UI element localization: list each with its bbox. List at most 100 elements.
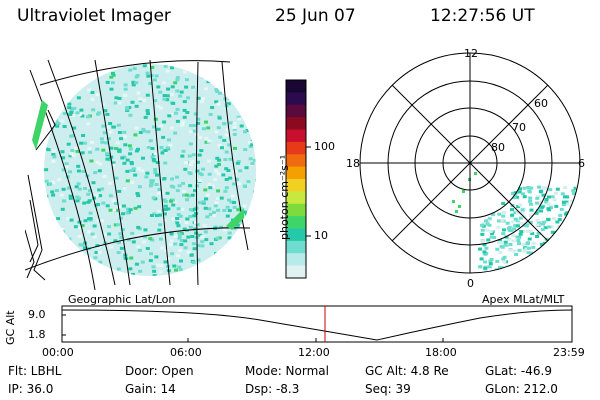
- emission-pixel: [175, 107, 180, 111]
- emission-pixel: [231, 252, 236, 256]
- emission-pixel: [236, 75, 240, 79]
- polar-emission-pixel: [501, 214, 506, 218]
- polar-emission-pixel: [572, 253, 577, 256]
- emission-pixel: [145, 247, 150, 250]
- emission-pixel: [136, 91, 141, 95]
- colorbar-segment: [286, 104, 306, 118]
- emission-pixel: [239, 232, 244, 236]
- emission-pixel: [204, 120, 208, 124]
- polar-emission-pixel: [544, 200, 549, 204]
- emission-pixel: [73, 225, 78, 229]
- emission-pixel: [165, 98, 170, 102]
- emission-pixel: [142, 98, 146, 102]
- emission-pixel: [251, 107, 256, 110]
- emission-pixel: [131, 80, 136, 84]
- polar-emission-pixel: [512, 249, 517, 253]
- polar-emission-pixel: [539, 200, 544, 204]
- emission-pixel: [251, 87, 256, 91]
- polar-emission-pixel: [536, 255, 541, 259]
- emission-pixel: [62, 199, 67, 203]
- polar-emission-pixel: [551, 268, 556, 272]
- polar-emission-pixel: [577, 201, 580, 205]
- emission-pixel: [137, 205, 142, 209]
- polar-emission-pixel: [513, 211, 518, 215]
- polar-emission-spot: [462, 190, 465, 193]
- polar-emission-pixel: [535, 264, 540, 267]
- polar-emission-pixel: [514, 253, 519, 256]
- emission-pixel: [67, 258, 72, 262]
- emission-pixel: [65, 164, 70, 168]
- emission-pixel: [95, 93, 100, 97]
- polar-emission-pixel: [533, 265, 538, 269]
- polar-emission-pixel: [556, 271, 561, 273]
- emission-pixel: [90, 91, 95, 94]
- emission-pixel: [69, 78, 74, 82]
- polar-emission-pixel: [515, 235, 520, 239]
- emission-pixel: [128, 152, 133, 156]
- emission-pixel: [116, 223, 121, 227]
- emission-pixel: [252, 135, 256, 138]
- emission-pixel: [65, 217, 70, 221]
- xtick-label-1800: 18:00: [425, 346, 457, 359]
- polar-emission-pixel: [531, 242, 536, 245]
- emission-pixel: [80, 151, 85, 155]
- polar-emission-pixel: [487, 217, 492, 221]
- emission-pixel: [234, 100, 239, 104]
- emission-pixel: [224, 186, 229, 190]
- emission-pixel: [68, 112, 73, 116]
- emission-pixel: [214, 164, 219, 168]
- emission-pixel: [237, 100, 242, 104]
- emission-pixel: [91, 181, 96, 185]
- emission-pixel: [91, 108, 96, 112]
- emission-pixel: [208, 212, 213, 216]
- polar-emission-pixel: [524, 247, 529, 251]
- emission-pixel: [65, 175, 70, 179]
- polar-emission-pixel: [506, 275, 510, 278]
- emission-pixel: [230, 93, 235, 97]
- polar-emission-pixel: [495, 247, 500, 251]
- emission-pixel: [63, 68, 67, 72]
- emission-pixel: [212, 214, 217, 218]
- emission-pixel: [189, 163, 193, 167]
- emission-pixel: [156, 105, 161, 109]
- emission-pixel: [125, 211, 130, 215]
- polar-emission-pixel: [560, 274, 564, 277]
- emission-pixel: [156, 191, 161, 195]
- emission-pixel: [118, 232, 123, 236]
- polar-emission-pixel: [521, 222, 526, 226]
- emission-pixel: [247, 250, 252, 254]
- emission-pixel: [208, 69, 213, 73]
- emission-pixel: [51, 253, 56, 257]
- emission-pixel: [134, 81, 139, 85]
- emission-pixel: [76, 75, 81, 79]
- polar-emission-pixel: [579, 187, 580, 191]
- polar-emission-pixel: [482, 250, 487, 254]
- emission-pixel: [125, 169, 130, 173]
- polar-emission-pixel: [518, 203, 523, 207]
- emission-pixel: [120, 156, 125, 160]
- polar-emission-pixel: [515, 224, 520, 228]
- polar-emission-pixel: [561, 200, 566, 204]
- emission-pixel: [169, 184, 174, 188]
- emission-pixel: [170, 66, 174, 70]
- polar-emission-pixel: [511, 234, 516, 238]
- emission-pixel: [191, 261, 196, 264]
- emission-pixel: [64, 274, 69, 276]
- emission-pixel: [241, 275, 246, 276]
- emission-pixel: [175, 175, 179, 179]
- emission-pixel: [204, 137, 209, 141]
- polar-emission-pixel: [549, 279, 553, 282]
- emission-pixel: [148, 139, 153, 143]
- emission-pixel: [53, 119, 58, 123]
- emission-pixel: [250, 162, 255, 165]
- emission-pixel: [193, 112, 198, 116]
- polar-emission-pixel: [486, 238, 491, 242]
- emission-pixel: [175, 221, 180, 225]
- polar-emission-pixel: [516, 205, 521, 209]
- polar-emission-pixel: [579, 222, 580, 226]
- emission-pixel: [247, 211, 252, 214]
- emission-pixel: [188, 215, 193, 218]
- emission-pixel: [189, 64, 194, 68]
- emission-pixel: [66, 258, 71, 262]
- ytick-label-9: 9.0: [28, 308, 46, 321]
